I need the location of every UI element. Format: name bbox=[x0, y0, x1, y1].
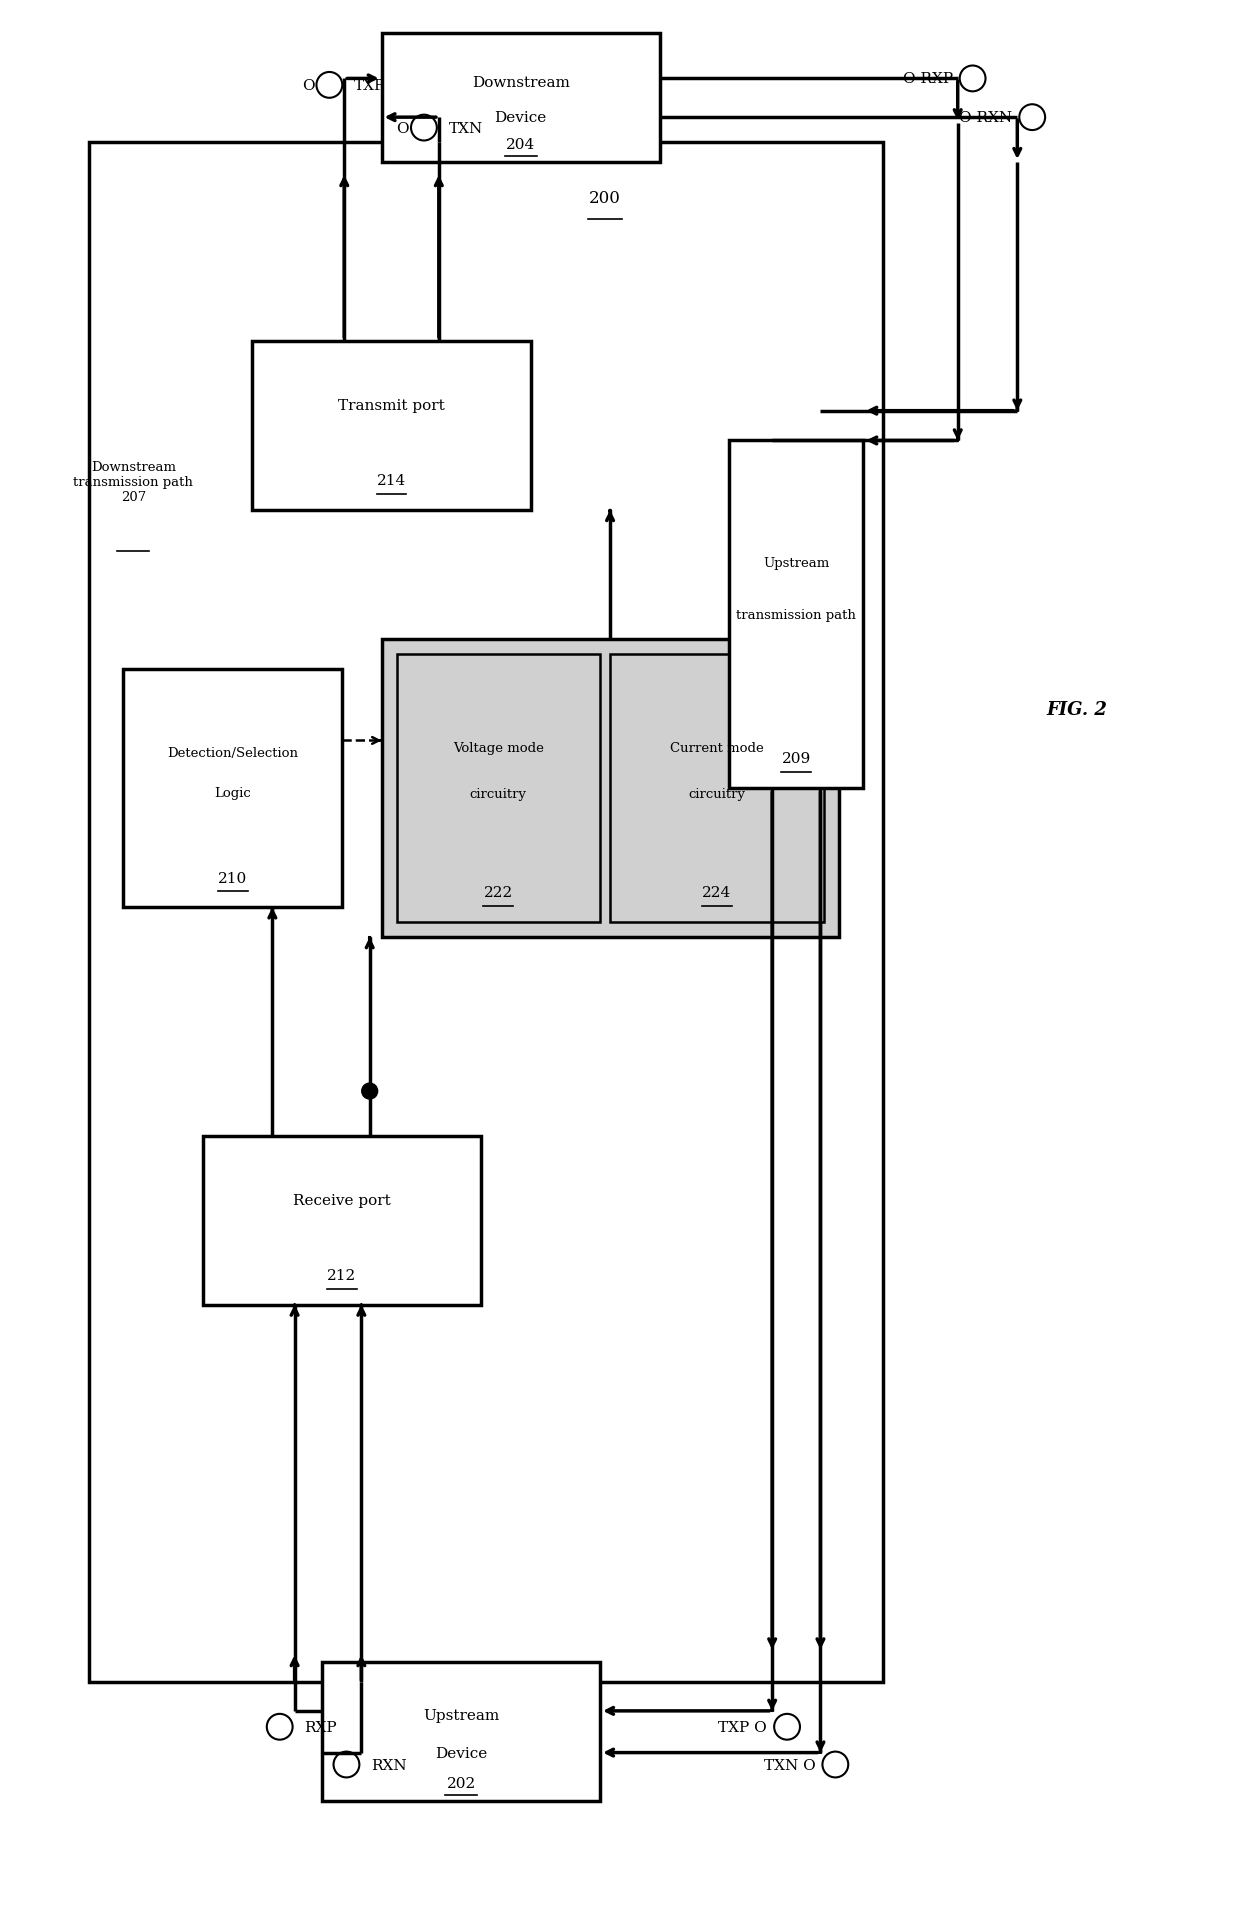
Text: 224: 224 bbox=[702, 887, 732, 900]
Text: 202: 202 bbox=[446, 1777, 476, 1791]
Bar bbox=[729, 441, 863, 789]
Text: 210: 210 bbox=[218, 871, 247, 885]
Text: TXP O: TXP O bbox=[718, 1720, 768, 1733]
Text: Logic: Logic bbox=[215, 788, 250, 799]
Text: RXP: RXP bbox=[305, 1720, 337, 1733]
Text: Transmit port: Transmit port bbox=[339, 399, 445, 414]
Text: RXN: RXN bbox=[371, 1758, 407, 1772]
Text: 212: 212 bbox=[327, 1268, 357, 1282]
Text: Device: Device bbox=[435, 1745, 487, 1760]
Text: 214: 214 bbox=[377, 475, 407, 488]
Text: O RXP: O RXP bbox=[903, 72, 952, 86]
Text: 204: 204 bbox=[506, 139, 536, 153]
Text: circuitry: circuitry bbox=[688, 788, 745, 801]
Text: Upstream: Upstream bbox=[763, 557, 830, 570]
Text: Upstream: Upstream bbox=[423, 1709, 500, 1722]
Bar bbox=[253, 341, 531, 511]
Text: O: O bbox=[397, 122, 409, 135]
Text: O: O bbox=[301, 78, 315, 93]
Text: Device: Device bbox=[495, 111, 547, 126]
Bar bbox=[382, 34, 660, 164]
Bar bbox=[123, 669, 342, 908]
Text: 200: 200 bbox=[589, 189, 621, 206]
Text: FIG. 2: FIG. 2 bbox=[1047, 700, 1107, 719]
Bar bbox=[203, 1137, 481, 1304]
Bar bbox=[88, 143, 883, 1682]
Text: Current mode: Current mode bbox=[670, 742, 764, 755]
Circle shape bbox=[362, 1083, 378, 1100]
Text: TXN: TXN bbox=[449, 122, 484, 135]
Text: 222: 222 bbox=[484, 887, 513, 900]
Text: circuitry: circuitry bbox=[470, 788, 527, 801]
Bar bbox=[397, 654, 600, 923]
Text: TXP: TXP bbox=[355, 78, 386, 93]
Text: TXN O: TXN O bbox=[764, 1758, 816, 1772]
Text: Detection/Selection: Detection/Selection bbox=[167, 746, 298, 759]
Text: transmission path: transmission path bbox=[737, 608, 857, 622]
Text: O RXN: O RXN bbox=[960, 111, 1012, 126]
Text: Voltage mode: Voltage mode bbox=[453, 742, 544, 755]
Text: Receive port: Receive port bbox=[293, 1194, 391, 1207]
Text: 209: 209 bbox=[781, 751, 811, 767]
Text: Downstream
transmission path
207: Downstream transmission path 207 bbox=[73, 460, 193, 503]
Bar bbox=[610, 654, 823, 923]
Text: Downstream: Downstream bbox=[471, 76, 569, 90]
Bar bbox=[322, 1663, 600, 1802]
Bar bbox=[382, 639, 838, 938]
